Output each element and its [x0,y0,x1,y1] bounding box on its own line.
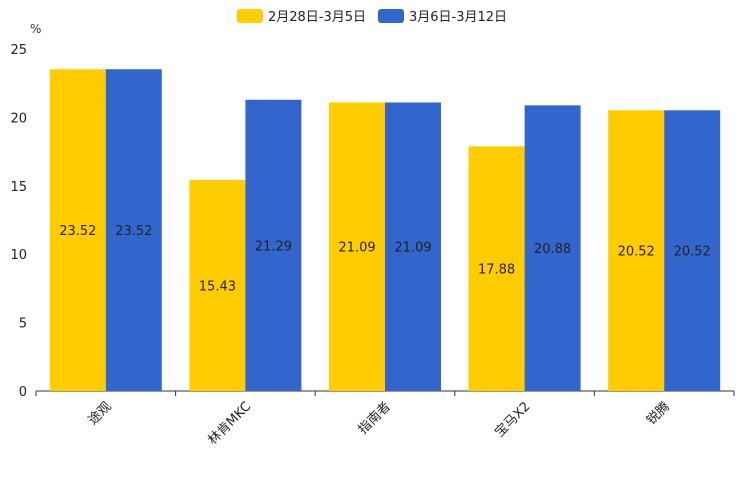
legend-label-series-1: 2月28日-3月5日 [267,10,366,25]
y-tick-label: 0 [19,385,27,400]
bar-series-2 [664,110,721,391]
data-label-series-1: 20.52 [618,245,655,260]
legend-item-series-2[interactable]: 3月6日-3月12日 [378,6,507,25]
bar-series-2 [524,105,581,391]
legend-swatch-series-1 [236,8,263,23]
y-tick-label: 5 [19,317,27,332]
y-tick-label: 15 [10,180,27,195]
x-tick-label: 宝马X2 [492,399,533,440]
data-label-series-2: 21.29 [255,239,292,254]
data-labels: 23.52 15.43 21.09 17.88 20.52 23.52 21.29 21.09… [59,224,711,294]
x-tick-label: 锐腾 [643,399,673,429]
x-tick-label: 林肯MKC [205,399,254,448]
bar-series-1 [329,102,385,391]
data-label-series-1: 21.09 [338,241,375,256]
data-label-series-1: 23.52 [59,224,96,239]
data-label-series-2: 20.52 [674,245,711,260]
bars [49,69,721,391]
y-tick-label: 25 [10,43,27,58]
data-label-series-2: 23.52 [115,224,152,239]
y-axis-unit-label: % [30,22,42,36]
bar-series-1 [49,69,106,391]
legend-item-series-1[interactable]: 2月28日-3月5日 [236,6,366,25]
bar-series-2 [245,99,302,391]
y-tick-label: 20 [10,111,27,126]
bar-series-1 [468,146,525,391]
bar-series-1 [608,110,665,391]
bar-series-1 [189,179,246,391]
legend: 2月28日-3月5日 3月6日-3月12日 [0,6,744,25]
y-tick-label: 10 [10,248,27,263]
x-tick-label: 途观 [85,399,115,429]
x-tick-label: 指南者 [355,399,394,438]
data-label-series-1: 17.88 [478,263,515,278]
legend-label-series-2: 3月6日-3月12日 [409,10,508,25]
bar-series-2 [105,69,162,391]
data-label-series-2: 21.09 [394,241,431,256]
data-label-series-2: 20.88 [534,242,571,257]
bar-series-2 [385,102,441,391]
data-label-series-1: 15.43 [199,279,236,294]
legend-swatch-series-2 [378,8,404,23]
